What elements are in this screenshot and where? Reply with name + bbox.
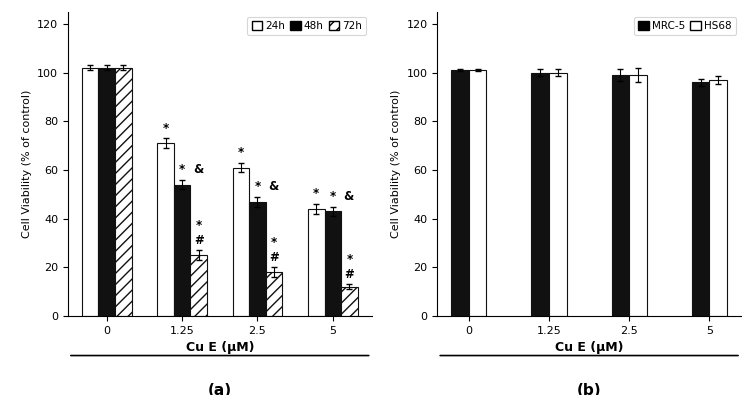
Bar [692, 83, 709, 316]
Bar [612, 75, 629, 316]
Bar [451, 70, 469, 316]
Text: *: * [313, 187, 320, 200]
Text: (b): (b) [577, 383, 602, 395]
Text: #: # [194, 234, 203, 246]
Bar [531, 73, 549, 316]
Legend: 24h, 48h, 72h: 24h, 48h, 72h [247, 17, 367, 36]
Bar [98, 68, 115, 316]
Text: (a): (a) [208, 383, 232, 395]
Text: *: * [346, 253, 352, 266]
Text: &: & [193, 163, 203, 176]
Text: *: * [254, 180, 261, 193]
Bar [233, 167, 249, 316]
Bar [629, 75, 647, 316]
Bar [308, 209, 324, 316]
Y-axis label: Cell Viability (% of control): Cell Viability (% of control) [22, 90, 32, 238]
Y-axis label: Cell Viability (% of control): Cell Viability (% of control) [391, 90, 401, 238]
X-axis label: Cu E (μM): Cu E (μM) [555, 341, 624, 354]
Text: *: * [163, 122, 169, 135]
Text: *: * [179, 163, 185, 176]
Bar [249, 201, 266, 316]
Text: *: * [330, 190, 336, 203]
Text: *: * [271, 236, 277, 249]
Text: &: & [268, 180, 278, 193]
Text: *: * [238, 146, 244, 159]
Text: &: & [344, 190, 354, 203]
Legend: MRC-5, HS68: MRC-5, HS68 [634, 17, 736, 36]
Bar [549, 73, 567, 316]
Bar [709, 80, 727, 316]
Bar [191, 255, 207, 316]
Bar [324, 211, 341, 316]
Text: #: # [345, 268, 355, 281]
X-axis label: Cu E (μM): Cu E (μM) [185, 341, 254, 354]
Bar [82, 68, 98, 316]
Text: *: * [196, 219, 202, 232]
Text: #: # [269, 251, 279, 264]
Bar [266, 272, 283, 316]
Bar [115, 68, 132, 316]
Bar [174, 184, 191, 316]
Bar [469, 70, 486, 316]
Bar [157, 143, 174, 316]
Bar [341, 287, 358, 316]
